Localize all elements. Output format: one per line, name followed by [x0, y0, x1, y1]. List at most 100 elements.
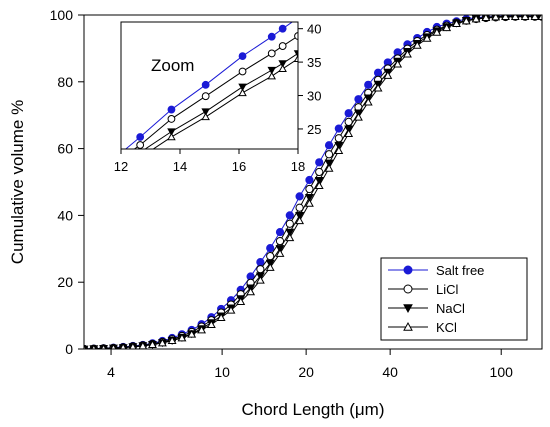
inset-data-point [295, 15, 302, 22]
inset-data-point [238, 52, 247, 60]
legend-item: Salt free [388, 263, 484, 278]
main-data-point [177, 333, 187, 342]
y-axis-title: Cumulative volume % [8, 100, 27, 264]
inset-data-point [238, 67, 247, 76]
main-data-point [334, 124, 343, 133]
main-data-point [403, 49, 412, 58]
inset-data-point [267, 71, 276, 80]
zoom-inset: 12 14 16 18 25 30 35 40 Zoom [114, 15, 321, 174]
main-data-point [354, 95, 363, 104]
inset-series-3 [137, 54, 298, 160]
main-data-point [100, 344, 107, 349]
inset-x-tick-label: 18 [291, 159, 305, 174]
inset-data-point [137, 154, 144, 160]
main-data-point [285, 219, 294, 228]
main-data-point [344, 117, 353, 126]
main-data-point [295, 203, 304, 212]
main-data-point [265, 262, 275, 271]
main-data-point [305, 184, 314, 194]
inset-x-tick-label: 16 [232, 159, 246, 174]
main-data-point [373, 83, 383, 92]
y-tick-label: 80 [57, 74, 73, 90]
y-tick-label: 20 [57, 274, 73, 290]
main-data-point [344, 128, 354, 137]
main-data-point [393, 59, 403, 68]
legend-marker [403, 265, 413, 275]
inset-x-tick-label: 14 [173, 159, 187, 174]
legend-item: NaCl [388, 301, 465, 316]
inset-series-1 [133, 32, 298, 149]
legend-label: KCl [436, 320, 457, 335]
main-data-point [295, 216, 305, 225]
main-plot-frame [83, 14, 543, 350]
main-data-point [304, 198, 314, 207]
main-data-point [197, 325, 207, 334]
inset-y-tick-label: 30 [307, 89, 321, 104]
legend: Salt free LiCl NaCl KCl [380, 257, 528, 341]
main-data-point [246, 287, 256, 296]
main-data-point [167, 336, 177, 345]
main-data-point [236, 296, 246, 305]
legend-label: NaCl [436, 301, 465, 316]
legend-marker [403, 304, 413, 314]
inset-data-point [167, 132, 176, 141]
inset-data-point [136, 133, 145, 141]
legend-label: Salt free [436, 263, 484, 278]
x-tick-label: 100 [490, 364, 514, 380]
main-data-point [530, 15, 540, 21]
inset-data-point [238, 83, 247, 92]
main-data-point [295, 192, 304, 201]
main-data-point [412, 40, 422, 49]
main-data-point [304, 193, 314, 202]
main-data-point [520, 15, 530, 21]
main-data-point [275, 248, 285, 257]
y-tick-label: 0 [65, 341, 73, 357]
main-data-point [334, 145, 344, 154]
inset-data-point [294, 32, 298, 40]
inset-data-point [293, 54, 298, 62]
main-data-point [285, 211, 294, 220]
inset-data-point [238, 88, 247, 97]
main-data-point [255, 275, 265, 284]
main-data-point [148, 340, 157, 349]
main-data-point [129, 342, 137, 349]
main-data-point [324, 150, 334, 159]
main-data-point [275, 245, 285, 254]
inset-data-point [167, 128, 176, 137]
inset-data-point [293, 50, 298, 58]
main-data-point [510, 15, 520, 21]
main-data-point [315, 158, 324, 167]
main-data-point [266, 244, 275, 253]
legend-marker [403, 284, 413, 294]
y-tick-label: 100 [50, 7, 74, 23]
main-data-point [315, 167, 324, 177]
legend-item: LiCl [388, 282, 459, 297]
inset-data-point [278, 60, 287, 68]
inset-data-point [278, 42, 287, 50]
main-data-point [442, 23, 452, 32]
legend-label: LiCl [436, 282, 459, 297]
y-tick-label: 60 [57, 141, 73, 157]
main-data-point [285, 228, 295, 237]
main-data-point [275, 228, 285, 237]
x-tick-label: 40 [382, 364, 398, 380]
main-data-point [432, 27, 442, 36]
main-data-point [314, 181, 324, 190]
inset-data-point [201, 108, 210, 116]
inset-y-tick-label: 40 [307, 22, 321, 37]
main-data-point [275, 237, 285, 246]
main-data-point [373, 68, 383, 77]
main-data-point [324, 141, 334, 150]
main-data-point [334, 141, 344, 150]
main-data-point [452, 19, 461, 28]
main-series-3 [84, 15, 542, 349]
inset-frame [120, 21, 299, 150]
inset-data-point [278, 24, 287, 33]
main-data-point [481, 15, 491, 22]
main-data-point [226, 305, 236, 314]
y-tick-label: 40 [57, 207, 73, 223]
main-data-point [119, 343, 127, 349]
main-data-point [353, 112, 363, 121]
main-data-point [461, 16, 471, 25]
